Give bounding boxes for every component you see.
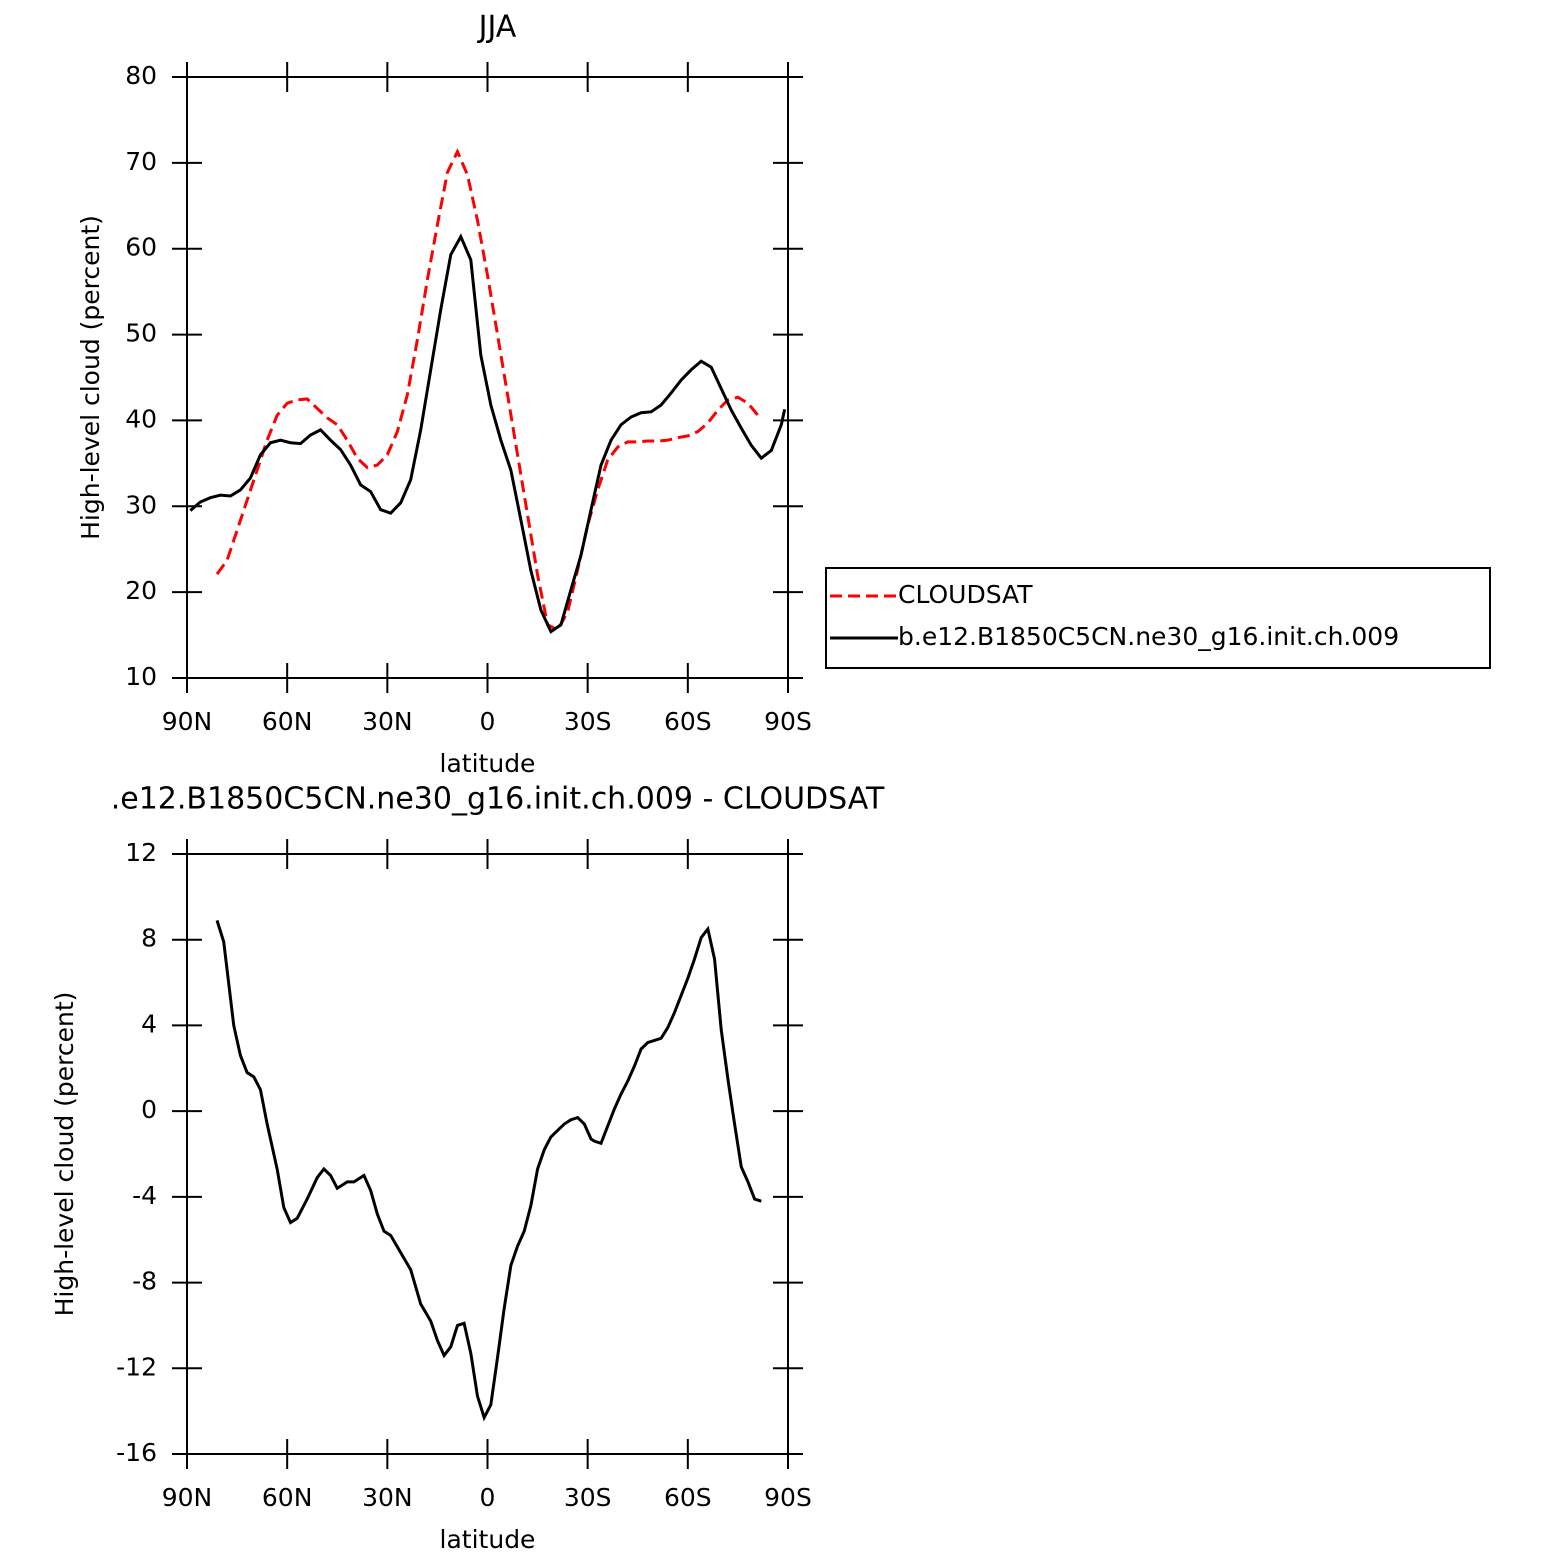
chart-title: .e12.B1850C5CN.ne30_g16.init.ch.009 - CL… xyxy=(111,782,885,817)
x-tick-label: 30S xyxy=(564,707,612,736)
y-tick-label: 60 xyxy=(125,233,157,262)
y-tick-label: -16 xyxy=(116,1438,157,1467)
x-tick-label: 0 xyxy=(480,707,496,736)
legend-box xyxy=(825,567,1491,669)
x-tick-label: 30N xyxy=(362,707,413,736)
y-tick-label: 50 xyxy=(125,319,157,348)
x-tick-label: 90N xyxy=(162,707,213,736)
y-tick-label: 0 xyxy=(141,1095,157,1124)
x-tick-label: 60S xyxy=(664,1483,712,1512)
x-tick-label: 90S xyxy=(764,1483,812,1512)
x-tick-label: 90N xyxy=(162,1483,213,1512)
y-tick-label: 10 xyxy=(125,662,157,691)
x-tick-label: 30N xyxy=(362,1483,413,1512)
data-line xyxy=(215,919,762,1422)
x-axis-label: latitude xyxy=(440,1525,536,1554)
legend-label: b.e12.B1850C5CN.ne30_g16.init.ch.009 xyxy=(898,622,1399,651)
chart-title: JJA xyxy=(477,10,517,45)
y-tick-label: -12 xyxy=(116,1352,157,1381)
data-line xyxy=(189,233,787,634)
y-axis-label: High-level cloud (percent) xyxy=(76,215,105,540)
y-tick-label: 12 xyxy=(125,838,157,867)
x-tick-label: 60N xyxy=(262,707,313,736)
legend-label: CLOUDSAT xyxy=(898,580,1033,609)
y-tick-label: 40 xyxy=(125,404,157,433)
x-tick-label: 60S xyxy=(664,707,712,736)
y-tick-label: 20 xyxy=(125,576,157,605)
y-tick-label: -4 xyxy=(132,1181,157,1210)
x-tick-label: 60N xyxy=(262,1483,313,1512)
y-tick-label: -8 xyxy=(132,1267,157,1296)
y-tick-label: 30 xyxy=(125,490,157,519)
x-tick-label: 90S xyxy=(764,707,812,736)
x-tick-label: 30S xyxy=(564,1483,612,1512)
y-tick-label: 80 xyxy=(125,61,157,90)
plot-frame xyxy=(186,76,789,679)
data-line xyxy=(215,148,760,632)
x-tick-label: 0 xyxy=(480,1483,496,1512)
y-tick-label: 4 xyxy=(141,1009,157,1038)
y-tick-label: 8 xyxy=(141,924,157,953)
x-axis-label: latitude xyxy=(440,749,536,778)
y-axis-label: High-level cloud (percent) xyxy=(50,992,79,1317)
y-tick-label: 70 xyxy=(125,147,157,176)
